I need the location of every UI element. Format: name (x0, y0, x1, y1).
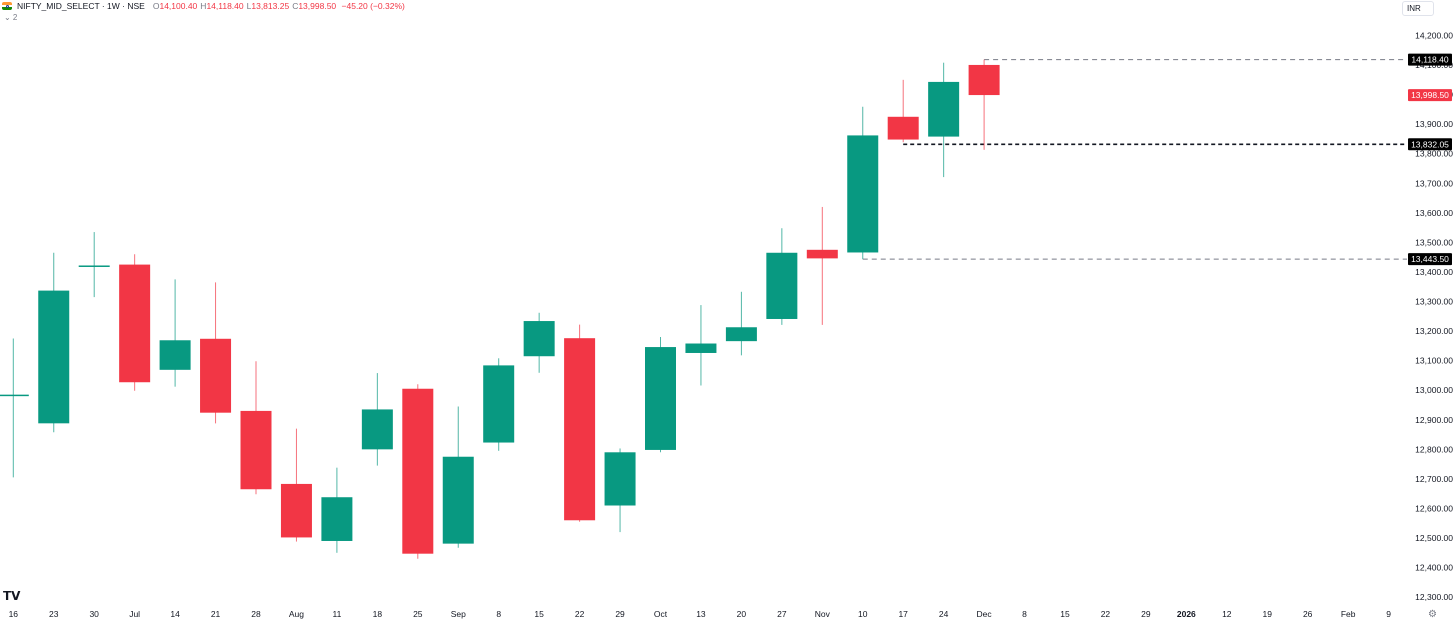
x-tick-label: Nov (815, 609, 831, 619)
y-tick-label: 13,700.00 (1415, 178, 1453, 188)
x-tick-label: 24 (939, 609, 949, 619)
candle-body (240, 410, 272, 490)
level-price-tag: 13,443.50 (1411, 254, 1449, 264)
x-tick-label: 22 (1101, 609, 1111, 619)
x-tick-label: 30 (89, 609, 99, 619)
candle-body (442, 456, 474, 544)
x-tick-label: 23 (49, 609, 59, 619)
y-tick-label: 12,400.00 (1415, 563, 1453, 573)
x-tick-label: 13 (696, 609, 706, 619)
x-tick-label: 12 (1222, 609, 1232, 619)
x-tick-label: 26 (1303, 609, 1313, 619)
india-flag-icon (2, 2, 12, 10)
x-tick-label: 8 (496, 609, 501, 619)
x-tick-label: 29 (615, 609, 625, 619)
candle-body (928, 81, 960, 137)
x-tick-label: 29 (1141, 609, 1151, 619)
candle-body (685, 343, 717, 353)
x-tick-label: Feb (1341, 609, 1356, 619)
y-tick-label: 13,000.00 (1415, 385, 1453, 395)
x-tick-label: 20 (737, 609, 747, 619)
x-tick-label: 28 (251, 609, 261, 619)
y-tick-label: 13,800.00 (1415, 149, 1453, 159)
indicator-collapse-toggle[interactable]: ⌄ 2 (4, 13, 18, 22)
x-tick-label: Oct (654, 609, 668, 619)
x-tick-label: 17 (898, 609, 908, 619)
candle-body (159, 340, 191, 370)
candle-body (361, 409, 393, 450)
y-tick-label: 12,800.00 (1415, 444, 1453, 454)
candle-body (38, 290, 70, 424)
x-tick-label: Aug (289, 609, 304, 619)
y-tick-label: 13,600.00 (1415, 208, 1453, 218)
candle-body (483, 365, 515, 443)
chart-legend: NIFTY_MID_SELECT · 1W · NSE O14,100.40 H1… (2, 1, 405, 11)
candle-body (564, 338, 596, 521)
candle-body (119, 264, 151, 383)
settings-gear-icon[interactable]: ⚙ (1428, 609, 1437, 620)
candle-body (847, 135, 879, 253)
x-tick-label: 15 (1060, 609, 1070, 619)
y-tick-label: 12,700.00 (1415, 474, 1453, 484)
y-tick-label: 13,300.00 (1415, 297, 1453, 307)
candle-body (0, 394, 29, 397)
last-price-tag: 13,998.50 (1411, 90, 1449, 100)
x-tick-label: 8 (1022, 609, 1027, 619)
level-price-tag-bg (1408, 253, 1452, 266)
candle-body (766, 252, 798, 319)
ohlc-values: O14,100.40 H14,118.40 L13,813.25 C13,998.50… (152, 1, 405, 11)
candle-body (725, 327, 757, 342)
tradingview-logo-icon[interactable]: 𝗧𝗩 (3, 589, 21, 603)
y-tick-label: 12,600.00 (1415, 503, 1453, 513)
candle-body (968, 64, 1000, 96)
x-tick-label: 14 (170, 609, 180, 619)
candle-body (887, 116, 919, 140)
candle-body (200, 338, 232, 413)
candle-body (604, 452, 636, 506)
last-price-tag-bg (1408, 89, 1452, 102)
x-tick-label: 11 (332, 609, 341, 619)
x-tick-label: Sep (451, 609, 466, 619)
level-price-tag-bg (1408, 138, 1452, 151)
x-tick-label: 27 (777, 609, 787, 619)
candle-body (806, 249, 838, 259)
y-tick-label: 12,900.00 (1415, 415, 1453, 425)
x-tick-label: Dec (977, 609, 993, 619)
currency-selector[interactable]: INR (1402, 1, 1434, 16)
candle-body (321, 497, 353, 541)
y-tick-label: 13,100.00 (1415, 356, 1453, 366)
level-price-tag: 14,118.40 (1411, 55, 1448, 65)
x-tick-label: 10 (858, 609, 868, 619)
x-tick-label: 22 (575, 609, 585, 619)
y-tick-label: 12,300.00 (1415, 592, 1453, 602)
candle-body (645, 347, 676, 450)
x-tick-label: 25 (413, 609, 423, 619)
candle-body (280, 483, 312, 538)
x-tick-label: 16 (9, 609, 19, 619)
level-price-tag-bg (1408, 53, 1452, 66)
x-tick-label: 2026 (1177, 609, 1196, 619)
x-tick-label: 18 (373, 609, 383, 619)
level-price-tag: 13,832.05 (1411, 139, 1449, 149)
y-tick-label: 13,500.00 (1415, 237, 1453, 247)
x-tick-label: 21 (211, 609, 221, 619)
candle-body (402, 388, 434, 554)
y-tick-label: 13,400.00 (1415, 267, 1453, 277)
candle-body (78, 265, 110, 267)
symbol-title[interactable]: NIFTY_MID_SELECT · 1W · NSE (17, 1, 145, 11)
y-tick-label: 13,900.00 (1415, 119, 1453, 129)
x-tick-label: Jul (129, 609, 140, 619)
candle-body (523, 321, 555, 357)
x-tick-label: 9 (1386, 609, 1391, 619)
y-tick-label: 13,200.00 (1415, 326, 1453, 336)
x-tick-label: 19 (1263, 609, 1273, 619)
y-tick-label: 14,200.00 (1415, 31, 1453, 41)
y-tick-label: 12,500.00 (1415, 533, 1453, 543)
change-value: −45.20 (−0.32%) (341, 1, 405, 11)
x-tick-label: 15 (534, 609, 544, 619)
